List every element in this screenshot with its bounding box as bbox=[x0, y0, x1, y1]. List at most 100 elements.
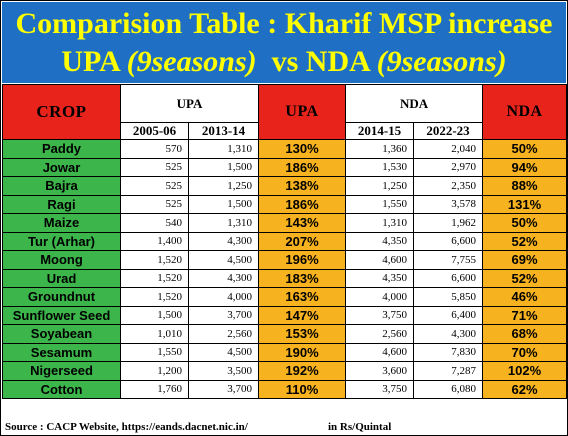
upa-2013-14-value: 3,700 bbox=[187, 379, 260, 399]
nda-2014-15-value: 1,250 bbox=[345, 176, 415, 196]
nda-2022-23-value: 6,400 bbox=[413, 305, 484, 325]
title-line-1: Comparision Table : Kharif MSP increase bbox=[15, 7, 553, 40]
upa-increase-pct: 138% bbox=[258, 176, 347, 196]
table-row: Moong 1,520 4,500 196% 4,600 7,755 69% bbox=[2, 250, 568, 270]
nda-2022-23-value: 7,830 bbox=[413, 342, 484, 362]
nda-increase-pct: 62% bbox=[482, 379, 568, 399]
nda-increase-pct: 68% bbox=[482, 324, 568, 344]
header-year-2014-15: 2014-15 bbox=[345, 122, 415, 140]
nda-increase-pct: 88% bbox=[482, 176, 568, 196]
upa-2005-06-value: 1,520 bbox=[120, 268, 189, 288]
table-row: Maize 540 1,310 143% 1,310 1,962 50% bbox=[2, 213, 568, 233]
header-nda-group: NDA bbox=[345, 84, 484, 123]
upa-2005-06-value: 1,550 bbox=[120, 342, 189, 362]
title-banner: Comparision Table : Kharif MSP increase … bbox=[2, 2, 566, 83]
nda-2014-15-value: 1,550 bbox=[345, 194, 415, 214]
footer: Source : CACP Website, https://eands.dac… bbox=[5, 421, 391, 433]
upa-increase-pct: 147% bbox=[258, 305, 347, 325]
nda-2014-15-value: 3,750 bbox=[345, 379, 415, 399]
nda-2022-23-value: 1,962 bbox=[413, 213, 484, 233]
upa-increase-pct: 183% bbox=[258, 268, 347, 288]
source-note: Source : CACP Website, https://eands.dac… bbox=[5, 421, 248, 433]
nda-increase-pct: 69% bbox=[482, 250, 568, 270]
nda-2014-15-value: 4,000 bbox=[345, 287, 415, 307]
crop-name: Cotton bbox=[2, 379, 121, 399]
title-line-2: UPA (9seasons) vs NDA (9seasons) bbox=[2, 44, 566, 80]
table-row: Jowar 525 1,500 186% 1,530 2,970 94% bbox=[2, 157, 568, 177]
crop-name: Bajra bbox=[2, 176, 121, 196]
upa-2005-06-value: 1,010 bbox=[120, 324, 189, 344]
nda-increase-pct: 50% bbox=[482, 213, 568, 233]
title-line-2-upa: UPA bbox=[61, 45, 127, 78]
upa-increase-pct: 192% bbox=[258, 361, 347, 381]
upa-2013-14-value: 4,500 bbox=[187, 250, 260, 270]
table-row: Sunflower Seed 1,500 3,700 147% 3,750 6,400 71… bbox=[2, 305, 568, 325]
upa-2013-14-value: 4,000 bbox=[187, 287, 260, 307]
nda-increase-pct: 46% bbox=[482, 287, 568, 307]
nda-increase-pct: 50% bbox=[482, 139, 568, 159]
table-row: Groundnut 1,520 4,000 163% 4,000 5,850 46% bbox=[2, 287, 568, 307]
nda-2022-23-value: 6,600 bbox=[413, 268, 484, 288]
nda-increase-pct: 70% bbox=[482, 342, 568, 362]
upa-2005-06-value: 1,400 bbox=[120, 231, 189, 251]
table-row: Bajra 525 1,250 138% 1,250 2,350 88% bbox=[2, 176, 568, 196]
upa-2013-14-value: 1,310 bbox=[187, 139, 260, 159]
nda-2014-15-value: 3,750 bbox=[345, 305, 415, 325]
upa-2005-06-value: 570 bbox=[120, 139, 189, 159]
crop-name: Maize bbox=[2, 213, 121, 233]
crop-name: Sesamum bbox=[2, 342, 121, 362]
upa-2013-14-value: 1,310 bbox=[187, 213, 260, 233]
nda-2022-23-value: 7,755 bbox=[413, 250, 484, 270]
nda-increase-pct: 131% bbox=[482, 194, 568, 214]
crop-name: Tur (Arhar) bbox=[2, 231, 121, 251]
upa-2013-14-value: 4,500 bbox=[187, 342, 260, 362]
nda-2022-23-value: 2,350 bbox=[413, 176, 484, 196]
header-crop: CROP bbox=[2, 84, 121, 140]
table-row: Tur (Arhar) 1,400 4,300 207% 4,350 6,600 52% bbox=[2, 231, 568, 251]
table-row: Paddy 570 1,310 130% 1,360 2,040 50% bbox=[2, 139, 568, 159]
upa-increase-pct: 186% bbox=[258, 157, 347, 177]
upa-2013-14-value: 1,250 bbox=[187, 176, 260, 196]
upa-2005-06-value: 1,500 bbox=[120, 305, 189, 325]
title-line-2-upa-seasons: (9seasons) bbox=[126, 45, 257, 78]
nda-2014-15-value: 4,350 bbox=[345, 268, 415, 288]
upa-increase-pct: 153% bbox=[258, 324, 347, 344]
upa-2005-06-value: 1,760 bbox=[120, 379, 189, 399]
nda-2014-15-value: 1,310 bbox=[345, 213, 415, 233]
upa-2013-14-value: 3,700 bbox=[187, 305, 260, 325]
upa-2005-06-value: 1,520 bbox=[120, 250, 189, 270]
nda-2014-15-value: 2,560 bbox=[345, 324, 415, 344]
upa-increase-pct: 143% bbox=[258, 213, 347, 233]
crop-name: Urad bbox=[2, 268, 121, 288]
nda-2014-15-value: 1,360 bbox=[345, 139, 415, 159]
crop-name: Sunflower Seed bbox=[2, 305, 121, 325]
header-year-2013-14: 2013-14 bbox=[187, 122, 260, 140]
crop-name: Moong bbox=[2, 250, 121, 270]
table-row: Ragi 525 1,500 186% 1,550 3,578 131% bbox=[2, 194, 568, 214]
upa-2005-06-value: 525 bbox=[120, 194, 189, 214]
upa-2005-06-value: 1,200 bbox=[120, 361, 189, 381]
title-line-2-vs-nda: vs NDA bbox=[256, 45, 377, 78]
upa-2005-06-value: 525 bbox=[120, 157, 189, 177]
upa-increase-pct: 207% bbox=[258, 231, 347, 251]
nda-increase-pct: 102% bbox=[482, 361, 568, 381]
upa-2013-14-value: 4,300 bbox=[187, 268, 260, 288]
nda-2014-15-value: 1,530 bbox=[345, 157, 415, 177]
unit-note: in Rs/Quintal bbox=[328, 421, 392, 433]
nda-increase-pct: 52% bbox=[482, 268, 568, 288]
title-line-2-nda-seasons: (9seasons) bbox=[376, 45, 507, 78]
upa-2013-14-value: 1,500 bbox=[187, 157, 260, 177]
table-row: Sesamum 1,550 4,500 190% 4,600 7,830 70% bbox=[2, 342, 568, 362]
upa-2005-06-value: 540 bbox=[120, 213, 189, 233]
table-row: Urad 1,520 4,300 183% 4,350 6,600 52% bbox=[2, 268, 568, 288]
nda-2022-23-value: 4,300 bbox=[413, 324, 484, 344]
table-row: Cotton 1,760 3,700 110% 3,750 6,080 62% bbox=[2, 379, 568, 399]
header-upa-group: UPA bbox=[119, 84, 260, 123]
upa-2013-14-value: 2,560 bbox=[187, 324, 260, 344]
crop-name: Jowar bbox=[2, 157, 121, 177]
nda-2022-23-value: 3,578 bbox=[413, 194, 484, 214]
upa-increase-pct: 186% bbox=[258, 194, 347, 214]
crop-name: Soyabean bbox=[2, 324, 121, 344]
nda-2022-23-value: 6,080 bbox=[413, 379, 484, 399]
nda-increase-pct: 94% bbox=[482, 157, 568, 177]
